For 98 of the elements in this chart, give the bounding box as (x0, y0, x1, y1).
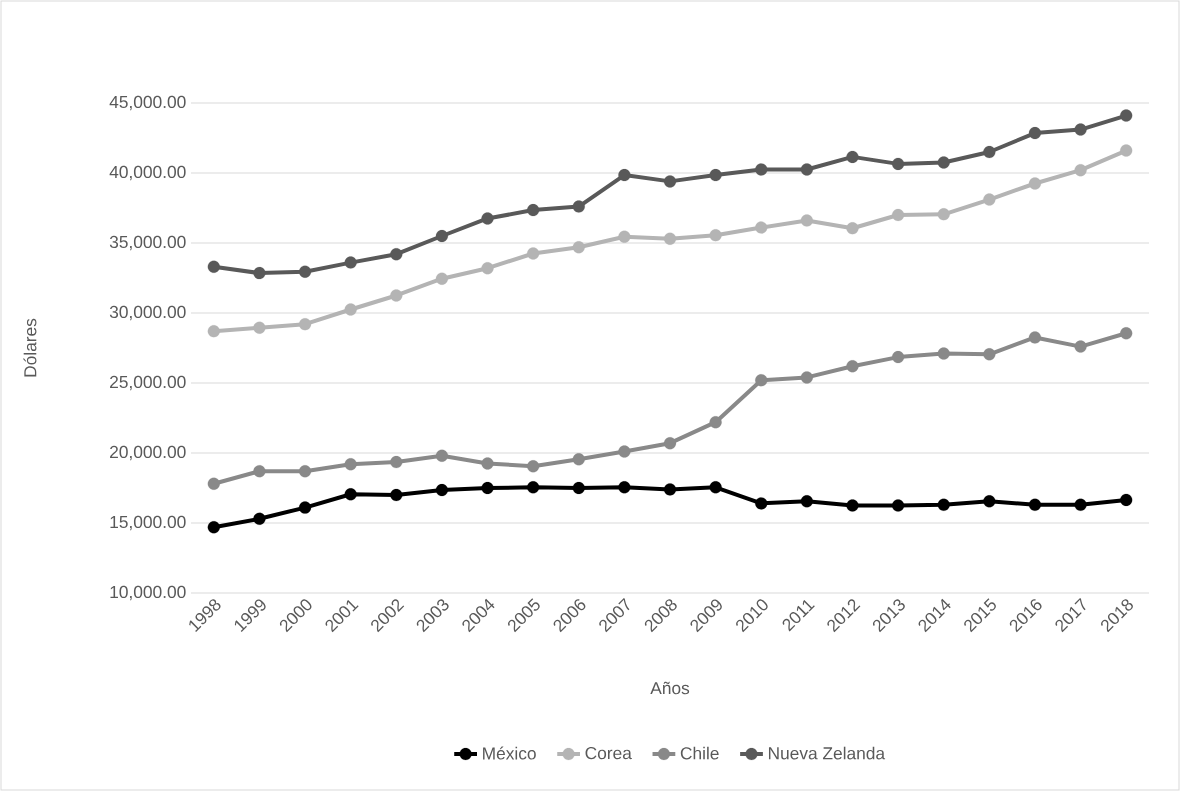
point (572, 453, 585, 466)
point (207, 521, 220, 534)
point (1028, 127, 1042, 140)
point (892, 351, 905, 364)
point (618, 481, 631, 494)
point (663, 483, 677, 496)
y-axis-title: Dólares (23, 318, 37, 377)
point (1074, 498, 1087, 511)
y-tick-label: 10,000.00 (110, 585, 186, 601)
legend-label: Nueva Zelanda (768, 746, 886, 760)
y-tick-label: 35,000.00 (109, 235, 186, 251)
point (481, 212, 494, 225)
point (527, 247, 540, 260)
point (709, 481, 722, 494)
point (618, 169, 631, 182)
point (709, 169, 722, 182)
point (344, 256, 357, 269)
point (800, 495, 813, 508)
point (800, 214, 813, 227)
point (298, 465, 312, 478)
point (527, 460, 540, 473)
point (618, 230, 631, 243)
y-tick-label: 45,000.00 (109, 95, 186, 111)
y-tick-label: 30,000.00 (109, 305, 186, 321)
point (527, 204, 540, 217)
point (937, 156, 950, 169)
point (1074, 123, 1087, 136)
point (937, 208, 950, 221)
point (892, 208, 905, 222)
point (207, 477, 220, 490)
point (390, 289, 403, 302)
y-tick-label: 40,000.00 (109, 165, 186, 181)
point (846, 222, 859, 235)
point (207, 325, 220, 338)
point (663, 232, 677, 245)
point (390, 456, 403, 469)
point (298, 265, 312, 278)
point (983, 348, 996, 361)
point (755, 221, 768, 234)
point (846, 150, 859, 163)
point (253, 267, 266, 280)
y-tick-label: 25,000.00 (110, 375, 186, 391)
point (1074, 164, 1087, 177)
point (1028, 331, 1042, 344)
point (344, 488, 357, 501)
point (435, 272, 448, 285)
point (572, 481, 585, 495)
point (846, 360, 859, 373)
point (800, 163, 813, 176)
point (983, 193, 996, 206)
point (527, 481, 540, 494)
point (481, 262, 494, 275)
legend-label: México (483, 746, 536, 760)
point (755, 374, 768, 387)
point (253, 512, 266, 525)
point (1120, 144, 1133, 157)
point (435, 484, 448, 497)
legend-label: Chile (680, 746, 719, 760)
point (663, 437, 677, 450)
point (800, 371, 813, 384)
point (253, 465, 266, 478)
point (663, 175, 677, 188)
point (207, 260, 220, 273)
point (1028, 177, 1042, 190)
point (983, 495, 996, 508)
point (253, 321, 266, 334)
point (390, 248, 403, 261)
point (1120, 493, 1133, 506)
point (298, 318, 312, 331)
point (892, 499, 905, 512)
point (344, 303, 357, 316)
point (709, 416, 722, 429)
point (572, 200, 585, 213)
point (1120, 327, 1133, 340)
point (846, 499, 859, 512)
point (481, 481, 494, 495)
point (572, 241, 585, 254)
point (1074, 340, 1087, 353)
point (937, 347, 950, 360)
y-tick-label: 20,000.00 (110, 445, 186, 461)
point (709, 229, 722, 242)
point (344, 458, 357, 471)
point (755, 163, 768, 176)
x-axis-title: Años (650, 681, 690, 695)
point (435, 229, 448, 243)
point (755, 497, 768, 510)
y-tick-label: 15,000.00 (110, 515, 186, 531)
point (937, 498, 950, 511)
point (435, 449, 448, 462)
point (390, 488, 403, 502)
point (618, 445, 631, 458)
point (1120, 109, 1133, 122)
point (983, 145, 996, 159)
point (892, 157, 905, 170)
point (481, 457, 494, 470)
point (1028, 498, 1042, 511)
point (298, 501, 312, 514)
legend-label: Corea (585, 746, 632, 760)
